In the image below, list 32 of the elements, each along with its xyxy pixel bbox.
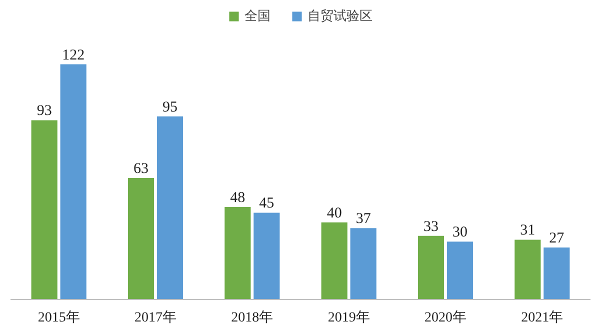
bar: [224, 206, 251, 300]
data-label: 45: [259, 196, 274, 212]
bar: [544, 247, 570, 300]
data-label: 33: [424, 218, 438, 235]
bar: [514, 240, 541, 300]
data-label: 48: [230, 190, 246, 206]
bar: [128, 178, 154, 300]
data-label: 31: [520, 222, 536, 239]
x-tick-label: 2020年: [424, 310, 466, 326]
bar: [60, 64, 86, 300]
data-label: 93: [36, 103, 52, 120]
data-label: 40: [326, 205, 342, 222]
bar: [418, 236, 444, 300]
data-label: 122: [62, 47, 85, 64]
bar: [321, 222, 348, 300]
bar: [446, 242, 474, 300]
bar: [156, 116, 184, 300]
bar: [254, 212, 280, 300]
bar: [350, 228, 376, 300]
data-label: 63: [134, 161, 148, 178]
x-tick-label: 2015年: [38, 310, 80, 326]
legend-label: 全国: [244, 8, 270, 25]
x-tick-label: 2017年: [134, 310, 176, 326]
x-tick-label: 2021年: [521, 310, 564, 326]
x-tick-label: 2018年: [231, 310, 274, 326]
bar: [31, 120, 58, 300]
legend-label: 自贸试验区: [308, 8, 372, 25]
data-label: 30: [452, 224, 468, 241]
data-label: 37: [356, 211, 372, 228]
x-tick-label: 2019年: [328, 310, 370, 326]
data-label: 27: [549, 230, 565, 246]
data-label: 95: [162, 99, 178, 116]
